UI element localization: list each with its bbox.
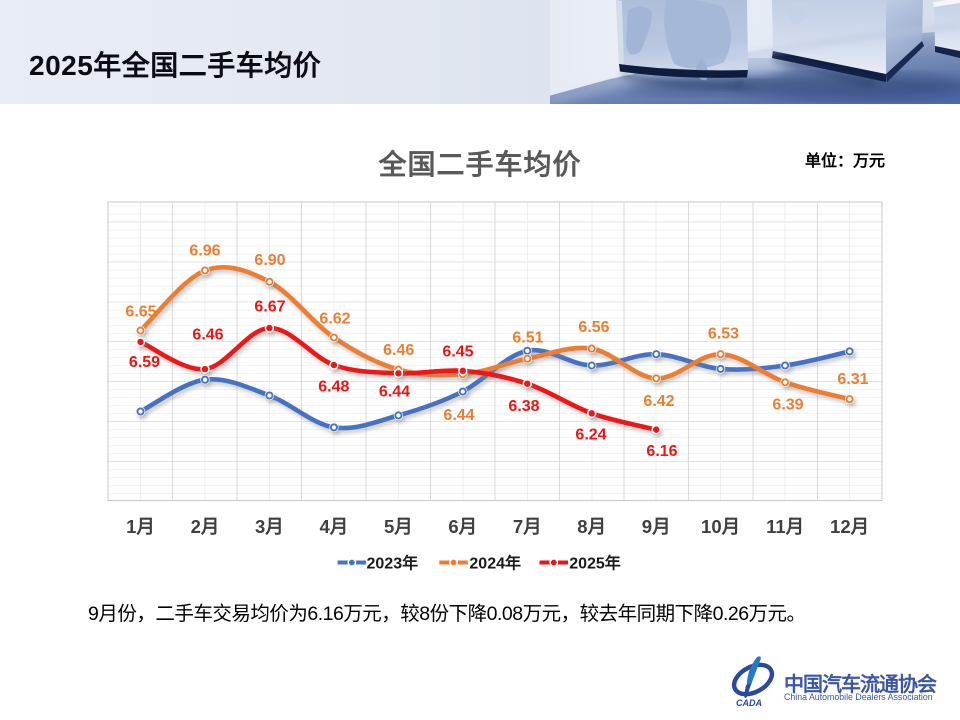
svg-text:11月: 11月 [766, 516, 804, 537]
svg-text:6.24: 6.24 [575, 427, 606, 444]
svg-text:2024年: 2024年 [469, 554, 521, 573]
svg-text:6月: 6月 [448, 516, 477, 537]
svg-text:6.62: 6.62 [319, 311, 350, 328]
svg-text:6.44: 6.44 [443, 407, 474, 424]
svg-text:3月: 3月 [255, 516, 284, 537]
svg-text:6.42: 6.42 [643, 393, 674, 410]
svg-text:6.59: 6.59 [129, 354, 160, 371]
svg-text:8月: 8月 [577, 516, 606, 537]
svg-text:4月: 4月 [320, 516, 349, 537]
svg-text:6.39: 6.39 [772, 397, 803, 414]
svg-text:6.51: 6.51 [512, 330, 543, 347]
svg-text:5月: 5月 [384, 516, 413, 537]
svg-text:6.53: 6.53 [708, 326, 739, 343]
svg-text:6.38: 6.38 [508, 398, 539, 415]
svg-text:6.90: 6.90 [254, 252, 285, 269]
svg-text:6.31: 6.31 [837, 371, 868, 388]
svg-text:6.16: 6.16 [646, 443, 677, 460]
svg-text:2023年: 2023年 [367, 554, 419, 573]
svg-text:1月: 1月 [126, 516, 155, 537]
svg-text:2月: 2月 [191, 516, 220, 537]
svg-text:6.56: 6.56 [578, 319, 609, 336]
svg-text:10月: 10月 [701, 516, 740, 537]
svg-text:9月: 9月 [642, 516, 671, 537]
svg-text:12月: 12月 [830, 516, 869, 537]
svg-text:CADA: CADA [736, 698, 762, 708]
svg-text:7月: 7月 [513, 516, 542, 537]
svg-text:6.46: 6.46 [192, 327, 223, 344]
svg-text:6.48: 6.48 [318, 379, 349, 396]
svg-text:6.45: 6.45 [442, 344, 473, 361]
svg-text:6.44: 6.44 [379, 384, 410, 401]
svg-text:6.67: 6.67 [254, 299, 285, 316]
svg-text:6.96: 6.96 [189, 243, 220, 260]
svg-text:6.65: 6.65 [125, 304, 156, 321]
svg-text:6.46: 6.46 [383, 342, 414, 359]
svg-text:2025年: 2025年 [569, 554, 621, 573]
